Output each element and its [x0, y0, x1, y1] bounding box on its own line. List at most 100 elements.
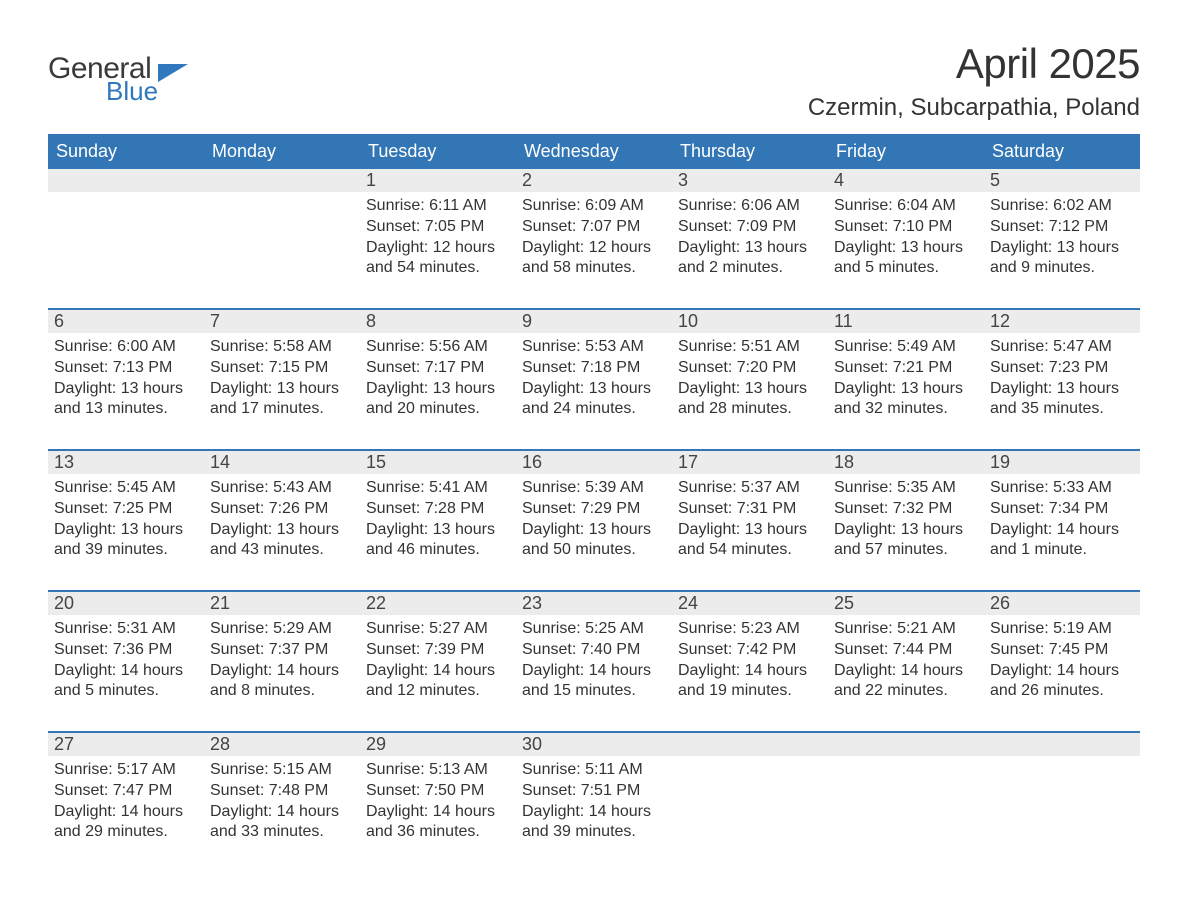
sunset-text: Sunset: 7:15 PM [210, 358, 354, 379]
day-cell: Sunrise: 6:02 AMSunset: 7:12 PMDaylight:… [984, 192, 1140, 308]
day-cell: Sunrise: 5:13 AMSunset: 7:50 PMDaylight:… [360, 756, 516, 872]
week-number-row: 6789101112 [48, 310, 1140, 333]
sunset-text: Sunset: 7:25 PM [54, 499, 198, 520]
sunset-text: Sunset: 7:44 PM [834, 640, 978, 661]
daylight-text: Daylight: 14 hours and 5 minutes. [54, 661, 198, 703]
day-cell: Sunrise: 5:35 AMSunset: 7:32 PMDaylight:… [828, 474, 984, 590]
calendar-week: 13141516171819Sunrise: 5:45 AMSunset: 7:… [48, 449, 1140, 590]
sunrise-text: Sunrise: 6:02 AM [990, 196, 1134, 217]
sunset-text: Sunset: 7:45 PM [990, 640, 1134, 661]
sunset-text: Sunset: 7:13 PM [54, 358, 198, 379]
sunrise-text: Sunrise: 5:43 AM [210, 478, 354, 499]
day-cell: Sunrise: 6:00 AMSunset: 7:13 PMDaylight:… [48, 333, 204, 449]
sunrise-text: Sunrise: 6:09 AM [522, 196, 666, 217]
day-cell: Sunrise: 6:11 AMSunset: 7:05 PMDaylight:… [360, 192, 516, 308]
daylight-text: Daylight: 13 hours and 43 minutes. [210, 520, 354, 562]
day-number: 4 [828, 169, 984, 192]
day-number: 7 [204, 310, 360, 333]
day-header-sun: Sunday [48, 134, 204, 169]
day-number [204, 169, 360, 192]
day-cell [672, 756, 828, 872]
day-number: 2 [516, 169, 672, 192]
daylight-text: Daylight: 14 hours and 8 minutes. [210, 661, 354, 703]
sunset-text: Sunset: 7:36 PM [54, 640, 198, 661]
daylight-text: Daylight: 13 hours and 35 minutes. [990, 379, 1134, 421]
sunset-text: Sunset: 7:29 PM [522, 499, 666, 520]
sunset-text: Sunset: 7:26 PM [210, 499, 354, 520]
day-cell [984, 756, 1140, 872]
calendar: Sunday Monday Tuesday Wednesday Thursday… [48, 134, 1140, 872]
day-cell: Sunrise: 5:45 AMSunset: 7:25 PMDaylight:… [48, 474, 204, 590]
day-cell: Sunrise: 5:15 AMSunset: 7:48 PMDaylight:… [204, 756, 360, 872]
day-number: 14 [204, 451, 360, 474]
calendar-week: 12345Sunrise: 6:11 AMSunset: 7:05 PMDayl… [48, 169, 1140, 308]
daylight-text: Daylight: 12 hours and 58 minutes. [522, 238, 666, 280]
logo: General Blue [48, 54, 188, 104]
day-number: 27 [48, 733, 204, 756]
sunrise-text: Sunrise: 5:45 AM [54, 478, 198, 499]
day-cell: Sunrise: 5:49 AMSunset: 7:21 PMDaylight:… [828, 333, 984, 449]
sunrise-text: Sunrise: 6:06 AM [678, 196, 822, 217]
daylight-text: Daylight: 14 hours and 26 minutes. [990, 661, 1134, 703]
daylight-text: Daylight: 13 hours and 17 minutes. [210, 379, 354, 421]
day-cell [204, 192, 360, 308]
day-number [48, 169, 204, 192]
daylight-text: Daylight: 13 hours and 54 minutes. [678, 520, 822, 562]
day-number: 21 [204, 592, 360, 615]
week-body-row: Sunrise: 6:00 AMSunset: 7:13 PMDaylight:… [48, 333, 1140, 449]
sunset-text: Sunset: 7:05 PM [366, 217, 510, 238]
sunrise-text: Sunrise: 5:27 AM [366, 619, 510, 640]
sunrise-text: Sunrise: 5:11 AM [522, 760, 666, 781]
day-cell: Sunrise: 5:58 AMSunset: 7:15 PMDaylight:… [204, 333, 360, 449]
day-number: 6 [48, 310, 204, 333]
day-number: 18 [828, 451, 984, 474]
sunrise-text: Sunrise: 5:39 AM [522, 478, 666, 499]
day-cell: Sunrise: 5:53 AMSunset: 7:18 PMDaylight:… [516, 333, 672, 449]
day-number: 19 [984, 451, 1140, 474]
sunrise-text: Sunrise: 5:21 AM [834, 619, 978, 640]
day-number: 25 [828, 592, 984, 615]
sunset-text: Sunset: 7:50 PM [366, 781, 510, 802]
sunset-text: Sunset: 7:12 PM [990, 217, 1134, 238]
daylight-text: Daylight: 13 hours and 32 minutes. [834, 379, 978, 421]
sunrise-text: Sunrise: 5:15 AM [210, 760, 354, 781]
sunrise-text: Sunrise: 5:13 AM [366, 760, 510, 781]
day-number: 16 [516, 451, 672, 474]
daylight-text: Daylight: 14 hours and 33 minutes. [210, 802, 354, 844]
sunset-text: Sunset: 7:40 PM [522, 640, 666, 661]
day-cell: Sunrise: 5:37 AMSunset: 7:31 PMDaylight:… [672, 474, 828, 590]
sunset-text: Sunset: 7:48 PM [210, 781, 354, 802]
day-cell [828, 756, 984, 872]
day-number: 17 [672, 451, 828, 474]
sunset-text: Sunset: 7:20 PM [678, 358, 822, 379]
sunrise-text: Sunrise: 5:51 AM [678, 337, 822, 358]
sunset-text: Sunset: 7:42 PM [678, 640, 822, 661]
sunset-text: Sunset: 7:51 PM [522, 781, 666, 802]
sunrise-text: Sunrise: 5:31 AM [54, 619, 198, 640]
sunrise-text: Sunrise: 5:53 AM [522, 337, 666, 358]
month-title: April 2025 [808, 40, 1140, 88]
sunrise-text: Sunrise: 5:35 AM [834, 478, 978, 499]
sunset-text: Sunset: 7:28 PM [366, 499, 510, 520]
sunrise-text: Sunrise: 5:37 AM [678, 478, 822, 499]
day-header-mon: Monday [204, 134, 360, 169]
sunrise-text: Sunrise: 6:11 AM [366, 196, 510, 217]
day-cell: Sunrise: 5:56 AMSunset: 7:17 PMDaylight:… [360, 333, 516, 449]
day-number [672, 733, 828, 756]
sunrise-text: Sunrise: 6:04 AM [834, 196, 978, 217]
day-cell: Sunrise: 5:25 AMSunset: 7:40 PMDaylight:… [516, 615, 672, 731]
daylight-text: Daylight: 14 hours and 15 minutes. [522, 661, 666, 703]
day-number: 29 [360, 733, 516, 756]
daylight-text: Daylight: 13 hours and 50 minutes. [522, 520, 666, 562]
sunrise-text: Sunrise: 5:25 AM [522, 619, 666, 640]
title-block: April 2025 Czermin, Subcarpathia, Poland [808, 40, 1140, 122]
sunrise-text: Sunrise: 5:58 AM [210, 337, 354, 358]
day-header-sat: Saturday [984, 134, 1140, 169]
daylight-text: Daylight: 13 hours and 20 minutes. [366, 379, 510, 421]
daylight-text: Daylight: 14 hours and 29 minutes. [54, 802, 198, 844]
daylight-text: Daylight: 13 hours and 39 minutes. [54, 520, 198, 562]
logo-triangle-icon [158, 64, 188, 82]
day-cell: Sunrise: 6:06 AMSunset: 7:09 PMDaylight:… [672, 192, 828, 308]
day-cell: Sunrise: 5:41 AMSunset: 7:28 PMDaylight:… [360, 474, 516, 590]
daylight-text: Daylight: 14 hours and 22 minutes. [834, 661, 978, 703]
